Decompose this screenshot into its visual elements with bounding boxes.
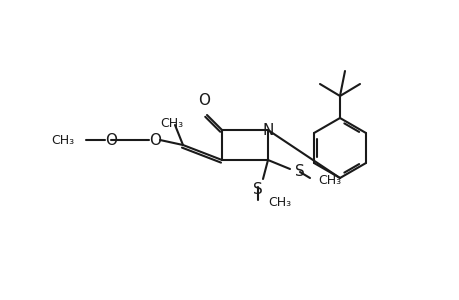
Text: CH₃: CH₃: [51, 134, 74, 146]
Text: CH₃: CH₃: [268, 196, 291, 209]
Text: S: S: [294, 164, 304, 179]
Text: N: N: [262, 122, 273, 137]
Text: CH₃: CH₃: [317, 173, 341, 187]
Text: O: O: [197, 93, 210, 108]
Text: CH₃: CH₃: [160, 117, 183, 130]
Text: O: O: [149, 133, 161, 148]
Text: O: O: [105, 133, 117, 148]
Text: S: S: [252, 182, 262, 197]
